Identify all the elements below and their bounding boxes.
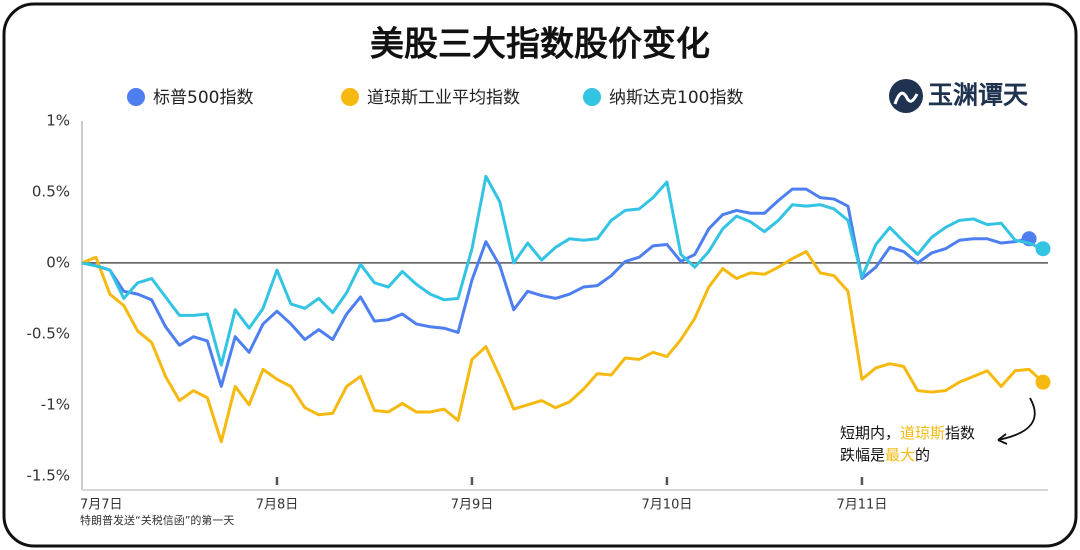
y-tick-label: 0.5%: [32, 182, 70, 200]
logo: 玉渊谭天: [889, 79, 1028, 113]
annotation-text: 指数: [945, 424, 975, 442]
x-tick-label: 7月11日: [837, 498, 888, 513]
x-tick-label: 7月9日: [451, 498, 494, 513]
x-tick-label: 7月7日: [80, 498, 123, 513]
annotation-line: 短期内，道琼斯指数: [840, 424, 975, 442]
annotation-highlight: 道琼斯: [900, 424, 945, 442]
series: [81, 250, 1051, 444]
legend-label: 纳斯达克100指数: [609, 88, 743, 108]
logo-icon-wave: [893, 91, 919, 105]
x-tick-label: 7月10日: [642, 498, 693, 513]
logo-text: 玉渊谭天: [928, 81, 1028, 110]
series-line: [81, 187, 1030, 388]
y-tick-label: 0%: [46, 253, 70, 271]
annotation-text: 的: [915, 446, 930, 464]
end-marker: [1035, 241, 1051, 257]
y-tick-label: -0.5%: [26, 324, 70, 342]
series: [81, 174, 1051, 367]
annotation-text: 短期内，: [840, 424, 900, 442]
y-tick-label: 1%: [46, 112, 70, 130]
chart-title: 美股三大指数股价变化: [370, 25, 710, 65]
annotation: 短期内，道琼斯指数 跌幅是最大的: [840, 397, 1036, 464]
legend-marker: [341, 88, 359, 106]
series-line: [81, 250, 1045, 444]
end-marker: [1035, 374, 1051, 390]
legend-label: 标普500指数: [153, 88, 253, 108]
y-tick-label: -1%: [41, 395, 70, 413]
annotation-line: 跌幅是最大的: [840, 446, 930, 464]
annotation-arrow: [997, 397, 1036, 441]
annotation-text: 跌幅是: [840, 446, 885, 464]
annotation-arrowhead: [997, 433, 1008, 445]
legend-marker: [583, 88, 601, 106]
y-tick-label: -1.5%: [26, 466, 70, 484]
annotation-highlight: 最大: [885, 446, 915, 464]
series-line: [81, 174, 1044, 367]
footnote: 特朗普发送“关税信函”的第一天: [80, 513, 234, 527]
x-tick-label: 7月8日: [256, 498, 299, 513]
legend-label: 道琼斯工业平均指数: [367, 88, 520, 108]
legend-marker: [127, 88, 145, 106]
